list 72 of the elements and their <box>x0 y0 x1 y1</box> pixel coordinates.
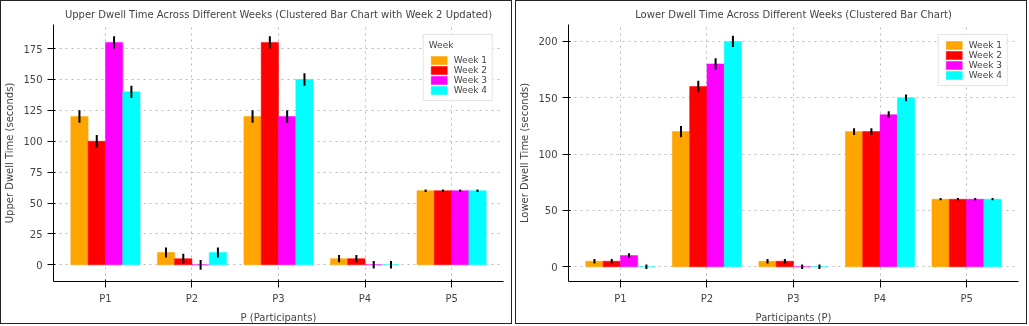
x-axis-title: Participants (P) <box>755 311 832 323</box>
bar <box>278 116 297 266</box>
x-tick-label: P1 <box>614 292 627 304</box>
bar <box>122 91 141 266</box>
bar <box>260 42 279 266</box>
x-axis-title: P (Participants) <box>240 311 317 323</box>
y-tick-label: 25 <box>29 228 43 240</box>
bar <box>966 198 985 268</box>
legend-label: Week 3 <box>968 60 1002 70</box>
y-tick-label: 175 <box>23 43 43 55</box>
bar <box>862 131 881 268</box>
bar <box>983 198 1002 268</box>
y-tick-label: 150 <box>538 92 558 104</box>
x-tick-label: P3 <box>787 292 800 304</box>
legend-label: Week 2 <box>453 65 487 75</box>
y-tick-label: 0 <box>551 261 558 273</box>
bar <box>931 198 950 268</box>
bar <box>70 116 89 266</box>
x-tick-label: P5 <box>445 292 458 304</box>
legend-label: Week 4 <box>453 85 487 95</box>
bar <box>209 252 227 266</box>
y-tick-label: 0 <box>36 259 43 271</box>
bar <box>468 190 487 266</box>
bar <box>451 190 470 266</box>
y-tick-label: 75 <box>29 167 43 179</box>
bar <box>602 260 621 268</box>
x-tick-label: P5 <box>960 292 973 304</box>
y-tick-label: 100 <box>23 136 43 148</box>
bar <box>243 116 262 266</box>
y-axis-title: Lower Dwell Time (seconds) <box>519 82 531 224</box>
legend-label: Week 1 <box>453 55 487 65</box>
bar <box>724 41 742 268</box>
y-tick-label: 125 <box>23 105 43 117</box>
bar <box>706 63 725 268</box>
bar <box>845 131 863 268</box>
legend-label: Week 2 <box>968 50 1002 60</box>
chart-title: Lower Dwell Time Across Different Weeks (Clustered Bar Chart) <box>635 8 952 20</box>
bar <box>620 255 638 268</box>
bar <box>434 190 452 266</box>
bar <box>347 258 366 266</box>
x-tick-label: P1 <box>99 292 112 304</box>
bar <box>672 131 690 268</box>
legend-label: Week 3 <box>453 75 487 85</box>
y-tick-label: 100 <box>538 149 558 161</box>
y-tick-label: 50 <box>29 198 43 210</box>
bar <box>87 141 106 266</box>
x-tick-label: P4 <box>873 292 887 304</box>
y-axis-title: Upper Dwell Time (seconds) <box>4 82 16 224</box>
x-tick-label: P4 <box>358 292 372 304</box>
bar <box>157 252 175 266</box>
x-tick-label: P2 <box>185 292 199 304</box>
x-tick-label: P2 <box>700 292 714 304</box>
bar <box>949 198 967 268</box>
bar <box>105 42 123 266</box>
bar <box>330 258 348 266</box>
bar <box>758 260 777 268</box>
bar <box>585 260 604 268</box>
bar <box>879 114 898 268</box>
chart-title: Upper Dwell Time Across Different Weeks (Clustered Bar Chart with Week 2 Updated) <box>64 8 493 20</box>
bar <box>416 190 435 266</box>
bar <box>174 258 193 266</box>
bar <box>295 79 314 266</box>
legend-title: Week <box>428 40 455 50</box>
y-tick-label: 150 <box>23 74 43 86</box>
bar <box>897 97 915 268</box>
y-tick-label: 50 <box>544 205 558 217</box>
y-tick-label: 200 <box>538 36 558 48</box>
legend-label: Week 1 <box>968 40 1002 50</box>
legend-label: Week 4 <box>968 70 1002 80</box>
x-tick-label: P3 <box>272 292 285 304</box>
bar <box>689 86 708 268</box>
bar <box>775 260 794 268</box>
